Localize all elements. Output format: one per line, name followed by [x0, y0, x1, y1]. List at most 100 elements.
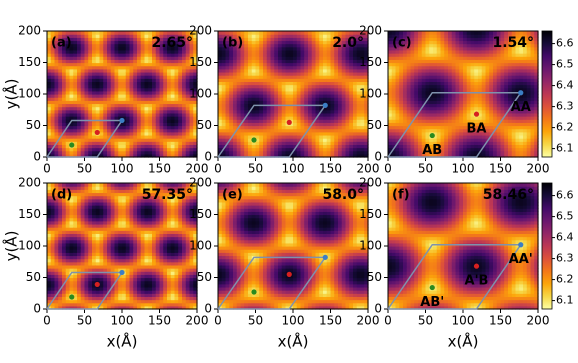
y-tick-label: 0 — [204, 150, 212, 164]
heatmap-cell — [233, 31, 237, 35]
x-tick-label: 200 — [357, 162, 380, 176]
heatmap-cell — [256, 31, 260, 35]
point-label: BA — [467, 122, 487, 137]
x-tick-label: 150 — [489, 162, 512, 176]
heatmap-cell — [478, 31, 482, 35]
heatmap-cell — [47, 183, 51, 187]
heatmap-cell — [55, 31, 59, 35]
stacking-point — [474, 112, 479, 117]
x-tick-label: 50 — [248, 162, 263, 176]
heatmap-cell — [286, 31, 290, 35]
y-tick-label: 150 — [18, 55, 41, 69]
heatmap-cell — [81, 31, 85, 35]
point-label: AA — [511, 100, 531, 115]
stacking-point — [323, 103, 328, 108]
heatmap-cell — [66, 31, 70, 35]
heatmap-cell — [77, 31, 81, 35]
heatmap-cell — [407, 31, 411, 35]
x-tick-label: 50 — [418, 162, 433, 176]
heatmap-cell — [126, 31, 130, 35]
heatmap-cell — [92, 31, 96, 35]
y-tick-label: 100 — [189, 87, 212, 101]
heatmap-cell — [282, 31, 286, 35]
panel: 050100150200050100150200(b)2.0° — [189, 24, 379, 176]
heatmap-cell — [429, 31, 433, 35]
y-tick-label: 150 — [189, 55, 212, 69]
heatmap-cell — [115, 31, 119, 35]
heatmap-cell — [271, 31, 275, 35]
heatmap-cell — [441, 31, 445, 35]
heatmap-cell — [448, 31, 452, 35]
heatmap-cell — [47, 31, 51, 35]
x-tick-label: 200 — [186, 162, 209, 176]
panel-label: (b) — [222, 36, 243, 51]
x-tick-label: 100 — [282, 162, 305, 176]
y-axis-label: y(Å) — [2, 79, 21, 110]
stacking-point — [287, 120, 292, 125]
heatmap-cell — [263, 31, 267, 35]
y-tick-label: 50 — [197, 118, 212, 132]
heatmap-cell — [403, 31, 407, 35]
heatmap-cell — [222, 31, 226, 35]
heatmap-cell — [237, 31, 241, 35]
heatmap-cell — [252, 31, 256, 35]
point-label: AB — [422, 143, 442, 158]
heatmap-cell — [141, 31, 145, 35]
heatmap-cell — [426, 31, 430, 35]
colorbar-tick-label: 6.4 — [556, 79, 574, 92]
heatmap-cell — [62, 31, 66, 35]
colorbar-tick-label: 6.6 — [556, 37, 574, 50]
heatmap-cell — [137, 31, 141, 35]
stacking-point — [119, 118, 124, 123]
x-tick-label: 100 — [111, 162, 134, 176]
stacking-point — [251, 137, 256, 142]
heatmap-cell — [259, 31, 263, 35]
heatmap-cell — [289, 31, 293, 35]
heatmap-cell — [58, 31, 62, 35]
heatmap-cell — [51, 31, 55, 35]
heatmap-cell — [103, 31, 107, 35]
panel: 050100150200050100150200ABBAAA(c)1.54°6.… — [359, 24, 573, 176]
heatmap-cell — [463, 31, 467, 35]
heatmap-cell — [85, 31, 89, 35]
heatmap-cell — [399, 31, 403, 35]
heatmap-cell — [319, 31, 323, 35]
x-tick-label: 0 — [214, 162, 222, 176]
x-tick-label: 0 — [43, 162, 51, 176]
heatmap-cell — [274, 31, 278, 35]
heatmap-cell — [312, 31, 316, 35]
y-tick-label: 200 — [189, 24, 212, 38]
heatmap-cell — [51, 183, 55, 187]
x-tick-label: 100 — [452, 162, 475, 176]
heatmap-cell — [418, 31, 422, 35]
heatmap-cell — [304, 31, 308, 35]
stacking-point — [430, 133, 435, 138]
heatmap-cell — [327, 31, 331, 35]
x-tick-label: 150 — [148, 162, 171, 176]
heatmap-cell — [474, 31, 478, 35]
panel-label: (c) — [392, 36, 412, 51]
heatmap-cell — [297, 31, 301, 35]
panel-title: 1.54° — [492, 35, 534, 51]
colorbar — [542, 31, 552, 157]
heatmap-cell — [267, 31, 271, 35]
heatmap-cell — [414, 31, 418, 35]
heatmap-cell — [396, 31, 400, 35]
heatmap-cell — [226, 31, 230, 35]
heatmap-cell — [411, 31, 415, 35]
heatmap-cell — [293, 31, 297, 35]
y-tick-label: 0 — [33, 150, 41, 164]
heatmap-cell — [70, 31, 74, 35]
heatmap-cell — [122, 31, 126, 35]
x-tick-label: 200 — [527, 162, 550, 176]
colorbar-tick-label: 6.5 — [556, 58, 574, 71]
heatmap-cell — [301, 31, 305, 35]
colorbar-tick-label: 6.3 — [556, 100, 574, 113]
heatmap-cell — [111, 31, 115, 35]
heatmap-cell — [229, 31, 233, 35]
heatmap-cell — [73, 31, 77, 35]
panel-title: 2.65° — [151, 35, 193, 51]
heatmap-cell — [392, 31, 396, 35]
heatmap-cell — [278, 31, 282, 35]
